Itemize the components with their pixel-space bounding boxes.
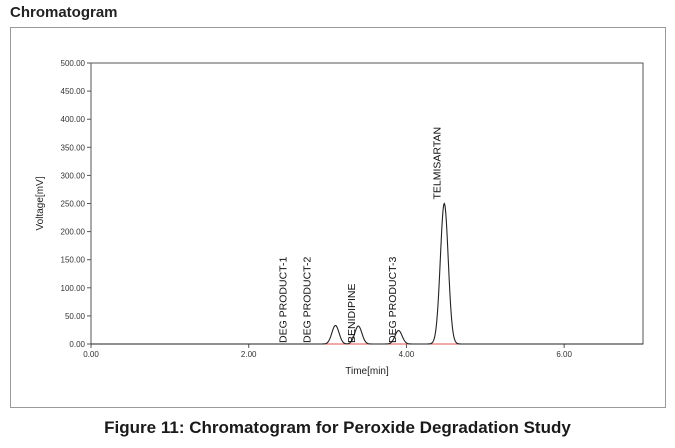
peak-label: DEG PRODUCT-1: [278, 256, 290, 343]
chromatogram-chart: 0.00 50.00 100.00 150.00 200.00 250.00 300.00 3…: [35, 59, 644, 377]
peak-label: DEG PRODUCT-2: [301, 256, 313, 343]
y-tick-label: 350.00: [61, 143, 86, 152]
peak-annotations: DEG PRODUCT-1 DEG PRODUCT-2 BENIDIPINE DEG …: [278, 127, 444, 343]
y-axis-label: Voltage[mV]: [35, 176, 46, 230]
x-tick-label: 4.00: [399, 350, 415, 359]
x-tick-label: 6.00: [556, 350, 572, 359]
chromatogram-header: Chromatogram: [10, 4, 118, 21]
chromatogram-signal: [91, 202, 643, 345]
x-tick-label: 0.00: [83, 350, 99, 359]
figure-caption: Figure 11: Chromatogram for Peroxide Deg…: [104, 418, 571, 437]
chart-frame: 0.00 50.00 100.00 150.00 200.00 250.00 300.00 3…: [10, 27, 666, 408]
y-tick-label: 100.00: [61, 284, 86, 293]
y-tick-label: 500.00: [61, 59, 86, 68]
y-tick-label: 300.00: [61, 171, 86, 180]
y-tick-label: 0.00: [69, 340, 85, 349]
plot-area: [90, 62, 644, 345]
peak-label: TELMISARTAN: [431, 127, 443, 200]
peak-label: BENIDIPINE: [346, 283, 358, 343]
y-tick-label: 200.00: [61, 228, 86, 237]
y-axis-ticks: 0.00 50.00 100.00 150.00 200.00 250.00 300.00 3…: [61, 59, 91, 349]
x-axis-label: Time[min]: [345, 366, 389, 377]
y-tick-label: 450.00: [61, 87, 86, 96]
x-tick-label: 2.00: [241, 350, 257, 359]
y-tick-label: 50.00: [65, 312, 86, 321]
peak-label: DEG PRODUCT-3: [387, 256, 399, 343]
x-axis-ticks: 0.00 2.00 4.00 6.00: [83, 344, 572, 359]
y-tick-label: 150.00: [61, 256, 86, 265]
y-tick-label: 250.00: [61, 200, 86, 209]
y-tick-label: 400.00: [61, 115, 86, 124]
